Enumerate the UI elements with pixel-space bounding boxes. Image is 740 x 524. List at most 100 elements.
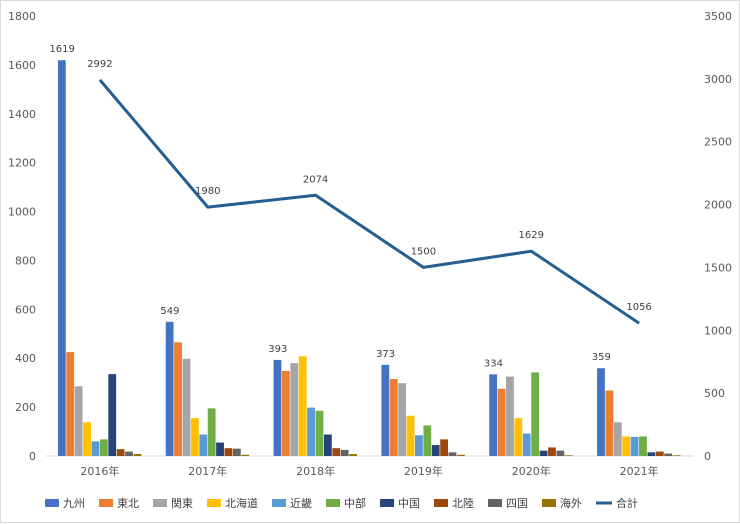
- y-right-tick-label: 3500: [704, 10, 732, 23]
- x-tick-label: 2019年: [404, 464, 443, 478]
- bar: [349, 454, 357, 456]
- bar: [99, 439, 108, 456]
- legend-swatch: [272, 499, 286, 507]
- bar: [91, 441, 100, 456]
- bar: [199, 434, 208, 456]
- y-left-tick-label: 800: [15, 254, 36, 267]
- legend-label: 四国: [506, 497, 528, 510]
- legend-label: 海外: [560, 496, 582, 510]
- y-left-tick-label: 1600: [8, 59, 36, 72]
- x-tick-label: 2018年: [296, 464, 335, 478]
- bar: [83, 422, 91, 456]
- bar: [398, 383, 407, 456]
- bar: [207, 408, 216, 456]
- y-left-tick-label: 200: [15, 401, 36, 414]
- bar: [497, 388, 506, 456]
- line-data-label: 1500: [411, 246, 436, 257]
- bar: [639, 436, 647, 456]
- bar: [241, 454, 250, 456]
- bar: [457, 454, 465, 456]
- bar-data-label: 359: [592, 352, 611, 363]
- bar: [224, 448, 233, 456]
- bar: [531, 372, 540, 456]
- y-left-tick-label: 1400: [8, 108, 36, 121]
- bar: [216, 442, 224, 456]
- y-right-tick-label: 1000: [704, 324, 732, 337]
- legend-swatch: [488, 499, 502, 507]
- bar: [315, 410, 324, 456]
- bar: [307, 407, 315, 456]
- line-data-label: 2074: [303, 174, 328, 185]
- y-left-tick-label: 1200: [8, 157, 36, 170]
- bar: [381, 364, 390, 456]
- legend-label: 合計: [616, 496, 638, 510]
- bar-data-label: 334: [484, 358, 503, 369]
- bar-data-label: 1619: [49, 44, 74, 55]
- y-right-tick-label: 500: [704, 387, 725, 400]
- bar: [431, 445, 440, 456]
- bar: [182, 358, 191, 456]
- bar: [57, 60, 66, 457]
- legend-swatch: [99, 499, 113, 507]
- legend-swatch: [207, 499, 221, 507]
- bar: [647, 452, 656, 456]
- bar: [281, 370, 290, 456]
- legend-label: 中部: [344, 496, 366, 510]
- line-data-label: 1980: [195, 186, 220, 197]
- bar: [116, 449, 125, 456]
- bar: [672, 455, 681, 456]
- bar-data-label: 373: [376, 349, 395, 360]
- bar: [232, 448, 241, 456]
- bar: [605, 390, 614, 456]
- bar: [74, 386, 83, 456]
- bar: [622, 436, 631, 456]
- bar: [273, 359, 282, 456]
- bar: [125, 451, 133, 456]
- legend-label: 関東: [171, 497, 193, 510]
- bar: [298, 356, 307, 456]
- bar-data-label: 393: [268, 344, 287, 355]
- bar: [133, 454, 142, 456]
- bar: [190, 418, 199, 456]
- bar: [556, 450, 565, 456]
- x-tick-label: 2021年: [620, 464, 659, 478]
- legend-swatch: [326, 499, 340, 507]
- bar: [597, 368, 605, 456]
- x-tick-label: 2020年: [512, 464, 551, 478]
- bar: [548, 447, 556, 456]
- y-left-tick-label: 400: [15, 352, 36, 365]
- bar: [290, 363, 299, 456]
- bar: [66, 352, 75, 456]
- y-left-tick-label: 1800: [8, 10, 36, 23]
- line-data-label: 1629: [519, 230, 544, 241]
- bar: [406, 415, 415, 456]
- bar: [174, 342, 182, 456]
- legend-label: 九州: [63, 497, 85, 510]
- legend-label: 東北: [117, 497, 139, 510]
- bar: [440, 439, 449, 456]
- legend-swatch: [434, 499, 448, 507]
- bar: [506, 376, 514, 456]
- y-right-tick-label: 1500: [704, 261, 732, 274]
- y-right-tick-label: 3000: [704, 73, 732, 86]
- bar: [539, 450, 548, 456]
- bar: [514, 418, 523, 456]
- bar: [165, 321, 174, 456]
- bar: [389, 379, 398, 456]
- legend-swatch: [45, 499, 59, 507]
- bar: [423, 425, 432, 456]
- total-line: [98, 78, 640, 325]
- legend-label: 中国: [398, 497, 420, 510]
- line-data-label: 1056: [626, 302, 651, 313]
- x-tick-label: 2017年: [188, 464, 227, 478]
- legend-label: 北海道: [225, 496, 258, 510]
- bar: [489, 374, 498, 456]
- bar: [448, 452, 457, 456]
- bar: [108, 374, 117, 456]
- bar: [664, 453, 673, 456]
- legend-label: 近畿: [290, 496, 312, 510]
- bar: [332, 448, 341, 456]
- line-data-label: 2992: [87, 59, 112, 70]
